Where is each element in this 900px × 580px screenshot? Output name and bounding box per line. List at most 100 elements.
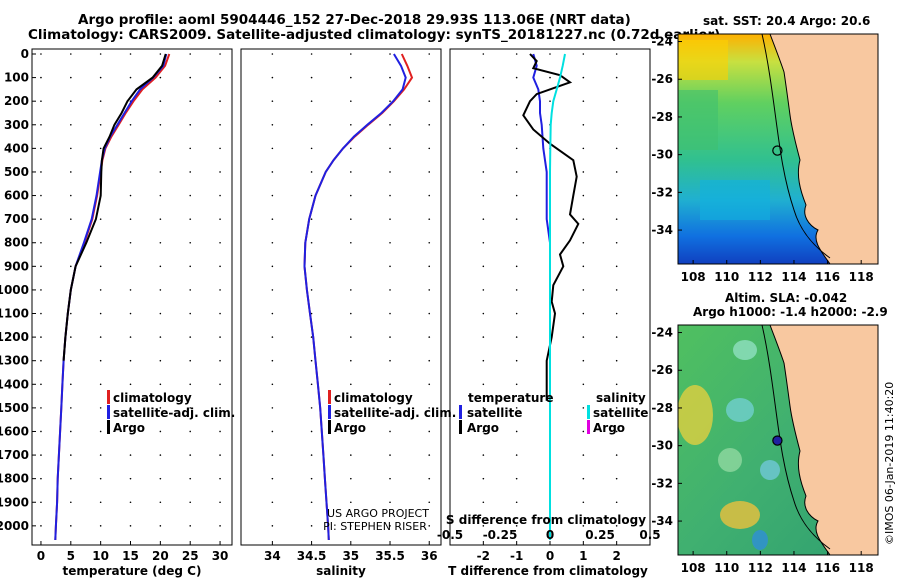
x-tick-label: 34.5 <box>297 549 327 563</box>
grid-dot <box>271 194 274 197</box>
grid-dot <box>389 123 391 126</box>
sst-map: -24 -26 -28 -30 -32 -34 108 110 112 114 116 118 <box>651 33 879 284</box>
grid-dot <box>428 477 431 480</box>
legend-swatch-satellite <box>328 405 331 419</box>
x-tick-label: 30 <box>212 549 229 563</box>
temperature-xlabel: temperature (deg C) <box>63 564 202 578</box>
grid-dot <box>310 336 313 338</box>
grid-dot <box>99 383 102 386</box>
depth-tick-label: 200 <box>4 94 29 108</box>
grid-dot <box>219 525 221 527</box>
x-tick-label: 25 <box>182 549 199 563</box>
grid-dot <box>159 501 162 504</box>
grid-dot <box>615 218 618 220</box>
grid-dot <box>428 218 431 220</box>
grid-dot <box>129 359 132 362</box>
grid-dot <box>40 501 42 504</box>
grid-dot <box>482 336 485 338</box>
grid-dot <box>582 53 585 55</box>
grid-dot <box>70 265 72 268</box>
top-x-tick-label: 0 <box>546 528 554 542</box>
x-tick-label: 20 <box>152 549 169 563</box>
grid-dot <box>70 312 72 315</box>
grid-dot <box>389 525 391 527</box>
grid-dot <box>219 123 221 126</box>
grid-dot <box>389 501 391 504</box>
grid-dot <box>582 147 585 150</box>
grid-dot <box>99 265 102 268</box>
grid-dot <box>271 407 274 409</box>
grid-dot <box>129 336 132 338</box>
grid-dot <box>350 383 352 386</box>
grid-dot <box>428 171 431 173</box>
grid-dot <box>428 123 431 126</box>
grid-dot <box>350 289 352 291</box>
grid-dot <box>310 194 313 197</box>
lat-tick-label: -26 <box>651 72 673 86</box>
grid-dot <box>515 76 518 79</box>
grid-dot <box>515 336 518 338</box>
grid-dot <box>219 407 221 409</box>
grid-dot <box>219 477 221 480</box>
grid-dot <box>99 76 102 79</box>
grid-dot <box>582 454 585 456</box>
salinity-legend: climatology satellite-adj. clim. Argo <box>328 390 456 435</box>
difference-xticks: -2 -1 0 1 2 <box>477 541 621 563</box>
grid-dot <box>482 241 485 244</box>
grid-dot <box>129 194 132 197</box>
grid-dot <box>271 501 274 504</box>
grid-dot <box>129 171 132 173</box>
grid-dot <box>428 53 431 55</box>
grid-dot <box>219 289 221 291</box>
grid-dot <box>389 383 391 386</box>
temperature-frame <box>31 48 233 546</box>
grid-dot <box>70 147 72 150</box>
grid-dot <box>582 336 585 338</box>
grid-dot <box>129 477 132 480</box>
grid-dot <box>515 430 518 433</box>
grid-dot <box>129 525 132 527</box>
grid-dot <box>515 123 518 126</box>
grid-dot <box>189 123 192 126</box>
depth-tick-label: 1700 <box>0 448 29 462</box>
grid-dot <box>310 76 313 79</box>
grid-dot <box>428 312 431 315</box>
legend-heading-temperature: temperature <box>468 391 553 405</box>
series-salinity-satellite <box>549 53 566 540</box>
grid-dot <box>159 359 162 362</box>
grid-dot <box>271 312 274 315</box>
grid-dot <box>129 383 132 386</box>
grid-dot <box>40 454 42 456</box>
lon-tick-label: 110 <box>714 270 739 284</box>
grid-dot <box>310 123 313 126</box>
grid-dot <box>310 100 313 102</box>
grid-dot <box>70 525 72 527</box>
grid-dot <box>159 430 162 433</box>
grid-dot <box>189 289 192 291</box>
grid-dot <box>271 430 274 433</box>
temperature-panel: 0 5 10 15 20 25 30 0 100 200 300 400 500 600 700 800 90… <box>0 47 235 578</box>
grid-dot <box>40 407 42 409</box>
sst-patch <box>700 180 770 220</box>
grid-dot <box>159 454 162 456</box>
grid-dot <box>482 194 485 197</box>
grid-dot <box>350 194 352 197</box>
grid-dot <box>159 123 162 126</box>
grid-dot <box>482 430 485 433</box>
x-tick-label: 15 <box>122 549 139 563</box>
grid-dot <box>582 407 585 409</box>
grid-dot <box>40 430 42 433</box>
grid-dot <box>219 454 221 456</box>
lat-tick-label: -24 <box>651 35 673 49</box>
grid-dot <box>389 336 391 338</box>
legend-swatch-argo <box>107 420 110 434</box>
grid-dot <box>219 218 221 220</box>
depth-tick-label: 1800 <box>0 472 29 486</box>
grid-dot <box>70 76 72 79</box>
grid-dot <box>389 359 391 362</box>
grid-dot <box>159 477 162 480</box>
grid-dot <box>428 407 431 409</box>
grid-dot <box>189 100 192 102</box>
grid-dot <box>70 100 72 102</box>
